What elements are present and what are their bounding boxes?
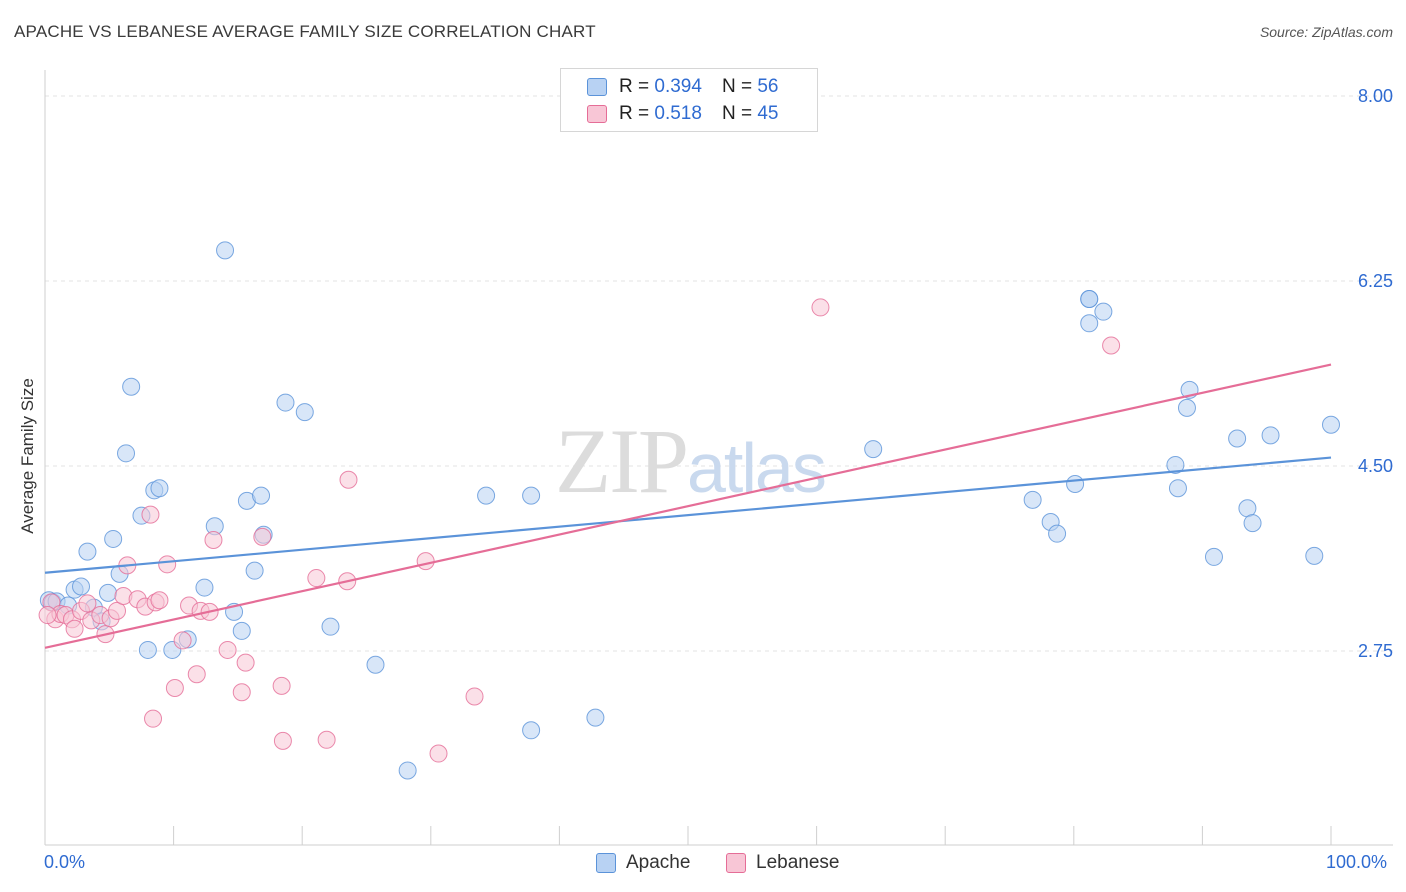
lebanese-point <box>416 552 435 571</box>
lebanese-point <box>187 665 206 684</box>
y-tick-label: 8.00 <box>1358 86 1393 106</box>
apache-point <box>1168 479 1187 498</box>
lebanese-point <box>108 601 127 620</box>
apache-trend-line <box>44 456 1332 574</box>
apache-point <box>1080 314 1099 333</box>
apache-point <box>232 621 251 640</box>
watermark: ZIPatlas <box>555 410 825 512</box>
lebanese-point <box>144 709 163 728</box>
apache-point <box>398 761 417 780</box>
lebanese-trend-line <box>44 363 1332 649</box>
apache-point <box>276 393 295 412</box>
lebanese-point <box>165 679 184 697</box>
legend-label-apache: Apache <box>626 852 691 873</box>
x-tick-label-min: 0.0% <box>44 852 86 872</box>
r-label: R = <box>619 103 650 124</box>
source-label: Source: ZipAtlas.com <box>1259 24 1393 40</box>
lebanese-point <box>141 505 160 524</box>
apache-point <box>138 640 157 659</box>
n-label: N = <box>721 103 753 124</box>
apache-point <box>1166 455 1185 474</box>
lebanese-point <box>811 298 830 317</box>
apache-point <box>1243 514 1262 533</box>
lebanese-point <box>218 640 237 659</box>
lebanese-point <box>429 744 448 763</box>
legend-label-lebanese: Lebanese <box>756 852 840 873</box>
apache-point <box>78 542 97 561</box>
n-value: 45 <box>757 103 779 124</box>
r-value: 0.518 <box>654 103 702 124</box>
r-value: 0.394 <box>654 76 702 97</box>
apache-point <box>195 578 214 597</box>
lebanese-point <box>150 591 169 610</box>
apache-point <box>366 655 385 674</box>
legend-item-apache: Apache <box>596 852 690 874</box>
apache-point <box>477 486 496 505</box>
lebanese-point <box>232 683 251 702</box>
apache-point <box>1322 415 1340 434</box>
lebanese-point <box>307 569 326 588</box>
apache-point <box>1080 289 1099 308</box>
apache-point <box>522 721 541 740</box>
lebanese-point <box>253 527 272 546</box>
y-tick-label: 2.75 <box>1358 641 1393 661</box>
apache-point <box>122 377 141 396</box>
lebanese-point <box>465 687 484 706</box>
apache-point <box>1305 546 1324 565</box>
lebanese-legend-icon <box>726 853 746 873</box>
legend-row-lebanese: R = 0.518 N = 45 <box>587 102 778 126</box>
apache-point <box>864 440 883 459</box>
apache-point <box>150 479 169 498</box>
lebanese-point <box>339 470 358 489</box>
apache-point <box>1066 474 1085 493</box>
lebanese-point <box>236 653 255 672</box>
y-tick-label: 4.50 <box>1358 456 1393 476</box>
apache-point <box>1261 426 1280 445</box>
apache-point <box>117 444 136 463</box>
legend-row-apache: R = 0.394 N = 56 <box>587 75 778 99</box>
lebanese-swatch-icon <box>587 105 607 123</box>
lebanese-point <box>272 676 291 695</box>
n-label: N = <box>721 76 753 97</box>
stats-legend: R = 0.394 N = 56 R = 0.518 N = 45 <box>560 68 818 132</box>
apache-legend-icon <box>596 853 616 873</box>
apache-point <box>1177 398 1196 417</box>
lebanese-point <box>158 555 177 574</box>
y-tick-label: 6.25 <box>1358 271 1393 291</box>
series-legend: Apache Lebanese <box>0 852 1406 876</box>
apache-point <box>586 708 605 727</box>
apache-point <box>72 577 91 596</box>
x-tick-label-max: 100.0% <box>1326 852 1388 872</box>
apache-point <box>1023 490 1042 509</box>
chart-title: APACHE VS LEBANESE AVERAGE FAMILY SIZE C… <box>14 22 596 41</box>
apache-point <box>295 403 314 422</box>
lebanese-point <box>317 730 336 749</box>
n-value: 56 <box>757 76 779 97</box>
apache-point <box>522 486 541 505</box>
apache-point <box>1048 524 1067 543</box>
apache-point <box>252 486 271 505</box>
apache-point <box>216 241 235 260</box>
legend-item-lebanese: Lebanese <box>726 852 839 874</box>
apache-point <box>1228 429 1247 448</box>
lebanese-point <box>204 531 223 549</box>
apache-point <box>321 617 340 636</box>
lebanese-point <box>273 731 292 750</box>
lebanese-point <box>65 619 84 638</box>
apache-point <box>99 583 118 602</box>
apache-point <box>1204 547 1223 566</box>
apache-point <box>1094 302 1113 321</box>
lebanese-point <box>173 631 192 650</box>
lebanese-point <box>38 606 57 625</box>
r-label: R = <box>619 76 650 97</box>
lebanese-point <box>1102 336 1121 355</box>
apache-swatch-icon <box>587 78 607 96</box>
apache-point <box>104 529 123 548</box>
apache-point <box>245 561 264 580</box>
lebanese-point <box>78 594 97 613</box>
